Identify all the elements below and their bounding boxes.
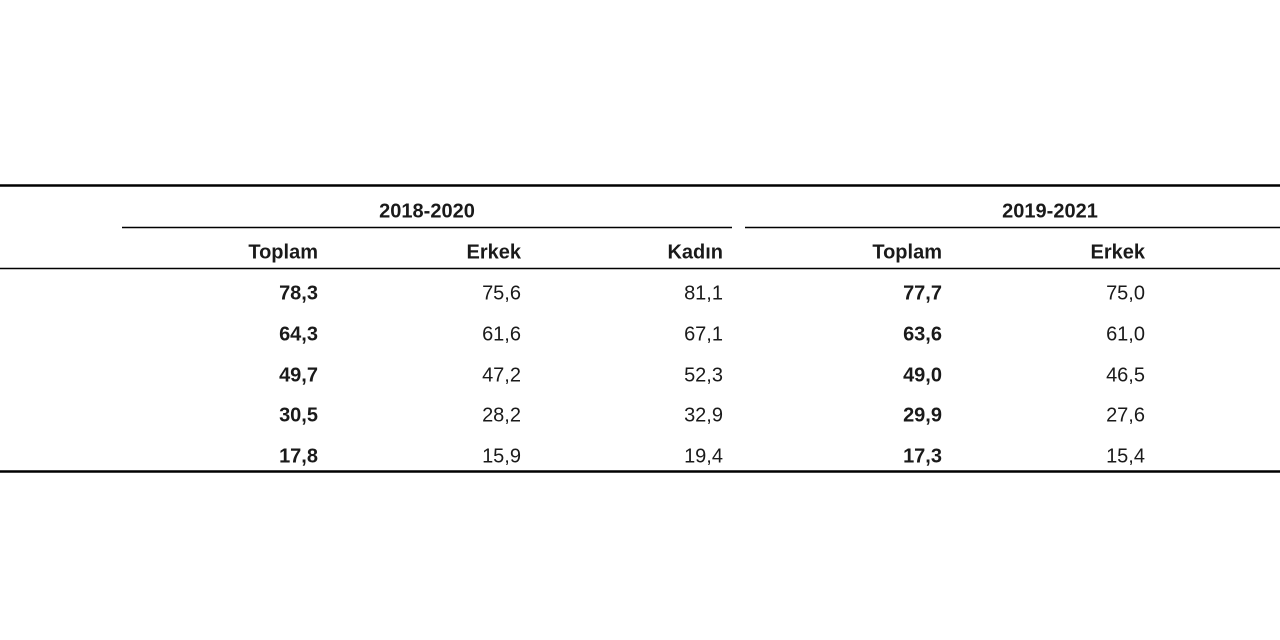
cell: 28,2 (482, 404, 521, 426)
cell: 49,0 (903, 364, 942, 386)
column-header: Toplam (248, 241, 318, 263)
group-header: 2019-2021 (1002, 200, 1098, 222)
cell: 52,3 (684, 364, 723, 386)
column-header: Kadın (667, 241, 723, 263)
cell: 17,3 (903, 445, 942, 467)
column-header: Erkek (1091, 241, 1146, 263)
cell: 49,7 (279, 364, 318, 386)
cell: 75,6 (482, 282, 521, 304)
cell: 77,7 (903, 282, 942, 304)
group-header: 2018-2020 (379, 200, 475, 222)
cell: 47,2 (482, 364, 521, 386)
cell: 17,8 (279, 445, 318, 467)
cell: 61,6 (482, 323, 521, 345)
cell: 64,3 (279, 323, 318, 345)
cell: 75,0 (1106, 282, 1145, 304)
cell: 78,3 (279, 282, 318, 304)
column-header: Erkek (467, 241, 522, 263)
cell: 81,1 (684, 282, 723, 304)
column-header: Toplam (872, 241, 942, 263)
cell: 19,4 (684, 445, 723, 467)
cell: 29,9 (903, 404, 942, 426)
cell: 46,5 (1106, 364, 1145, 386)
cell: 61,0 (1106, 323, 1145, 345)
cell: 32,9 (684, 404, 723, 426)
cell: 15,9 (482, 445, 521, 467)
cell: 63,6 (903, 323, 942, 345)
cell: 15,4 (1106, 445, 1145, 467)
cell: 27,6 (1106, 404, 1145, 426)
cell: 67,1 (684, 323, 723, 345)
cell: 30,5 (279, 404, 318, 426)
